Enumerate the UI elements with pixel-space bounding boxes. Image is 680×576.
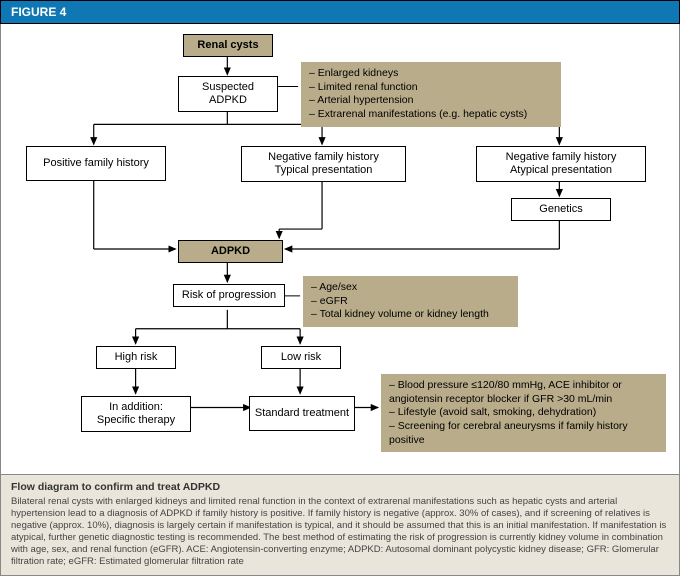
caption-body: Bilateral renal cysts with enlarged kidn… — [11, 496, 669, 567]
note-item: – Extrarenal manifestations (e.g. hepati… — [309, 108, 553, 122]
note-item: – Enlarged kidneys — [309, 67, 553, 81]
note-item: – Total kidney volume or kidney length — [311, 308, 510, 322]
note-item: – Limited renal function — [309, 81, 553, 95]
note-item: – eGFR — [311, 295, 510, 309]
line: Negative family history — [268, 151, 379, 163]
node-low-risk: Low risk — [261, 346, 341, 369]
notes-suspected: – Enlarged kidneys – Limited renal funct… — [301, 62, 561, 127]
note-item: – Blood pressure ≤120/80 mmHg, ACE inhib… — [389, 379, 658, 406]
node-standard-treatment: Standard treatment — [249, 396, 355, 431]
line: In addition: — [109, 401, 163, 413]
node-renal-cysts: Renal cysts — [183, 34, 273, 57]
line: Negative family history — [506, 151, 617, 163]
notes-treatment: – Blood pressure ≤120/80 mmHg, ACE inhib… — [381, 374, 666, 452]
node-negative-typical: Negative family history Typical presenta… — [241, 146, 406, 182]
caption-title: Flow diagram to confirm and treat ADPKD — [11, 481, 669, 494]
flowchart-area: Renal cysts Suspected ADPKD – Enlarged k… — [0, 24, 680, 474]
node-genetics: Genetics — [511, 198, 611, 221]
node-suspected-adpkd: Suspected ADPKD — [178, 76, 278, 112]
note-item: – Screening for cerebral aneurysms if fa… — [389, 420, 658, 447]
node-risk-progression: Risk of progression — [173, 284, 285, 307]
note-item: – Lifestyle (avoid salt, smoking, dehydr… — [389, 406, 658, 420]
node-specific-therapy: In addition: Specific therapy — [81, 396, 191, 432]
note-item: – Age/sex — [311, 281, 510, 295]
line: Atypical presentation — [510, 164, 612, 176]
notes-risk: – Age/sex – eGFR – Total kidney volume o… — [303, 276, 518, 327]
node-high-risk: High risk — [96, 346, 176, 369]
line: Specific therapy — [97, 414, 175, 426]
figure-header: FIGURE 4 — [0, 0, 680, 24]
figure-caption: Flow diagram to confirm and treat ADPKD … — [0, 474, 680, 576]
node-adpkd: ADPKD — [178, 240, 283, 263]
node-negative-atypical: Negative family history Atypical present… — [476, 146, 646, 182]
note-item: – Arterial hypertension — [309, 94, 553, 108]
node-positive-family: Positive family history — [26, 146, 166, 181]
line: Typical presentation — [275, 164, 373, 176]
